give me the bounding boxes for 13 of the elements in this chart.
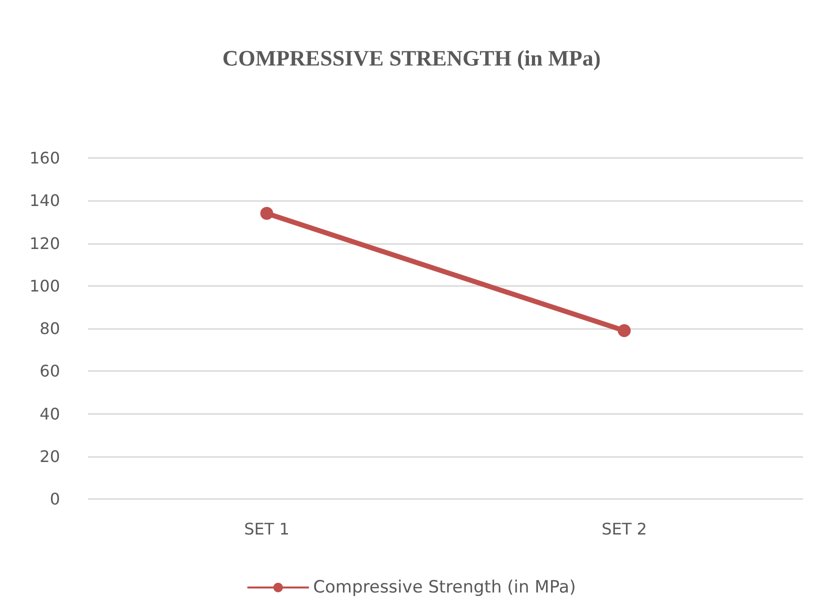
y-tick-label: 40 — [40, 404, 60, 424]
y-tick-label: 20 — [40, 446, 60, 466]
x-tick-label: SET 2 — [602, 520, 647, 538]
y-tick-label: 60 — [40, 362, 60, 381]
chart-title: COMPRESSIVE STRENGTH (in MPa) — [222, 46, 601, 70]
y-tick-label: 80 — [40, 319, 60, 338]
x-tick-label: SET 1 — [244, 520, 290, 538]
y-tick-label: 140 — [29, 191, 60, 210]
y-tick-label: 100 — [29, 276, 60, 296]
y-tick-label: 120 — [29, 234, 60, 253]
legend-label: Compressive Strength (in MPa) — [313, 578, 576, 598]
y-tick-label: 0 — [50, 490, 60, 508]
y-tick-label: 160 — [29, 148, 60, 168]
